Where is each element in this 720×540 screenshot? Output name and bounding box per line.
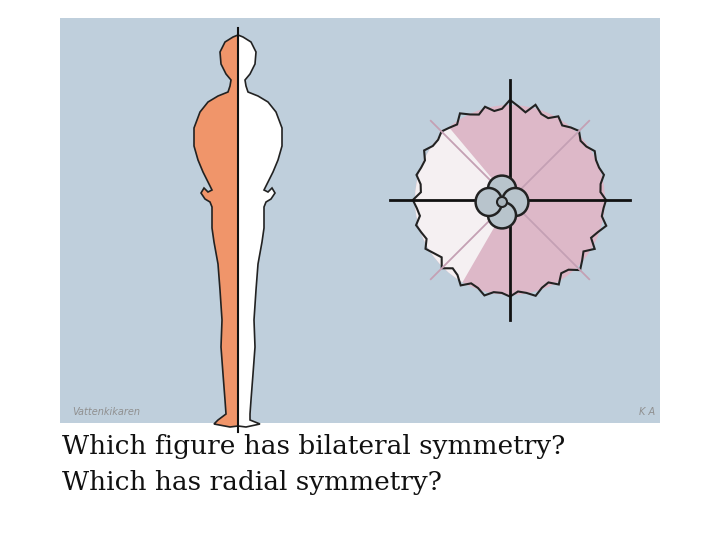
Ellipse shape xyxy=(476,188,502,216)
Bar xyxy=(60,18,660,423)
Polygon shape xyxy=(194,35,238,427)
Circle shape xyxy=(415,105,605,295)
Polygon shape xyxy=(238,35,282,427)
Ellipse shape xyxy=(488,202,516,228)
Circle shape xyxy=(497,197,507,207)
Ellipse shape xyxy=(488,176,516,202)
Wedge shape xyxy=(415,127,510,282)
Text: K A: K A xyxy=(639,407,655,417)
Text: Which has radial symmetry?: Which has radial symmetry? xyxy=(62,470,442,495)
Text: Vattenkikaren: Vattenkikaren xyxy=(72,407,140,417)
Text: Which figure has bilateral symmetry?: Which figure has bilateral symmetry? xyxy=(62,434,565,459)
Ellipse shape xyxy=(502,188,528,216)
